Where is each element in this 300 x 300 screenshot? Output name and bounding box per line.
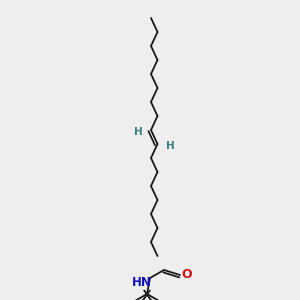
Text: O: O — [182, 268, 192, 281]
Text: HN: HN — [132, 277, 152, 290]
Text: H: H — [166, 141, 175, 151]
Text: H: H — [134, 127, 142, 137]
